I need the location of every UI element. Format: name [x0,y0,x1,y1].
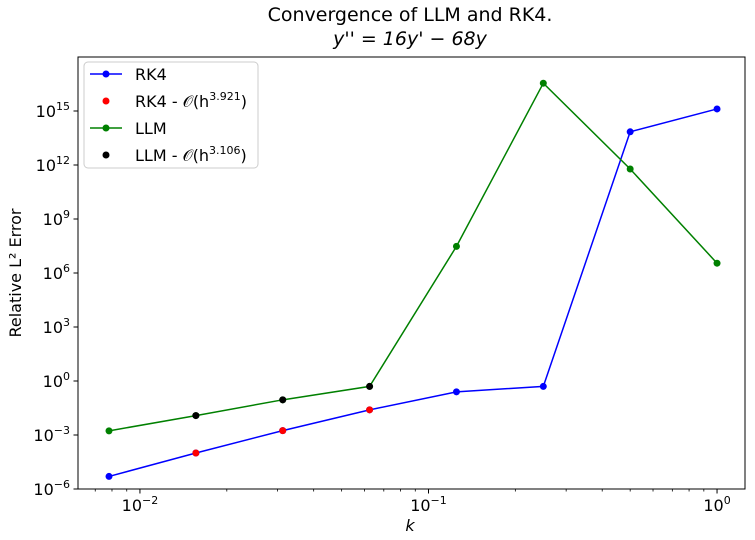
series-0-point [626,128,634,136]
series-1-point [366,406,374,414]
series-3-point [366,382,374,390]
y-tick-label: 1012 [36,154,70,175]
y-tick-label: 109 [43,208,70,229]
y-axis-label: Relative L² Error [6,208,25,337]
series-0-point [452,388,460,396]
y-tick-label: 10−6 [33,478,70,499]
legend-marker [102,124,110,132]
series-line-0 [108,108,718,478]
series-line-2 [108,81,718,432]
series-1-point [192,449,200,457]
y-tick-label: 100 [43,370,70,391]
series-0-point [105,472,113,480]
legend-label: RK4 [135,65,167,84]
chart-subtitle: y'' = 16y' − 68y [332,28,488,50]
chart-title: Convergence of LLM and RK4. [268,4,553,26]
series-2-point [105,427,113,435]
y-tick-label: 106 [43,262,70,283]
legend-frame [83,61,259,169]
y-tick-label: 1015 [36,100,70,121]
series-2-point [713,259,721,267]
legend-marker [102,151,110,159]
x-tick-label: 10−2 [122,494,159,515]
series-2-point [452,242,460,250]
legend-marker [102,70,110,78]
series-2-point [539,79,547,87]
y-tick-label: 10−3 [33,424,70,445]
minor-ticks [94,489,705,492]
x-tick-label: 100 [703,494,730,515]
legend-marker [102,97,110,105]
y-tick-label: 103 [43,316,70,337]
series-0-point [539,382,547,390]
x-axis-label: k [405,516,415,535]
y-axis-ticks: 10−6 10−3 100 103 106 109 1012 1015 [33,100,78,499]
x-axis-ticks: 10−2 10−1 100 [122,489,731,515]
series-layer [105,79,721,480]
series-3-point [279,396,287,404]
series-0-point [713,105,721,113]
series-1-point [279,427,287,435]
legend-label: LLM [135,119,167,138]
series-2-point [626,165,634,173]
x-tick-label: 10−1 [410,494,447,515]
series-3-point [192,412,200,420]
